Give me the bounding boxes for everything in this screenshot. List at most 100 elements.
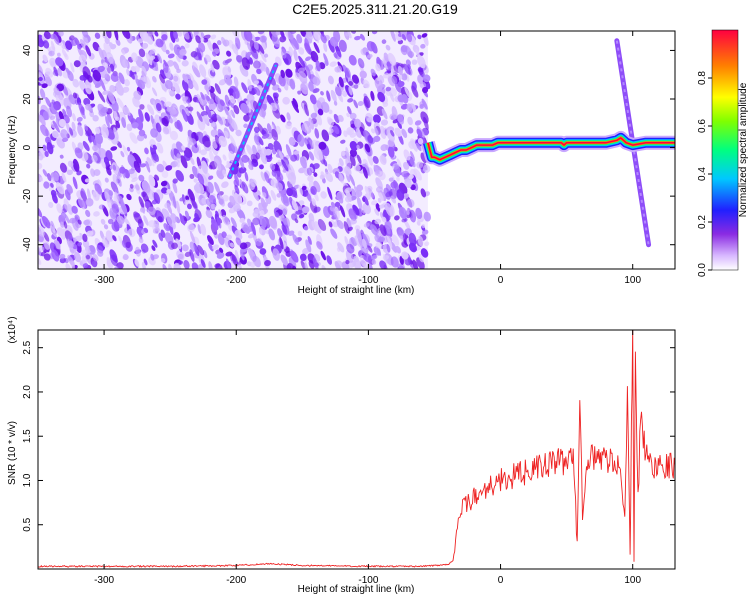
- noise-speckle: [211, 244, 219, 250]
- noise-speckle: [338, 39, 347, 53]
- noise-speckle: [155, 131, 162, 143]
- y-tick-label: 2.0: [22, 385, 33, 399]
- noise-speckle: [407, 127, 414, 134]
- noise-speckle: [92, 41, 100, 52]
- noise-speckle: [78, 102, 85, 116]
- noise-speckle: [386, 227, 391, 235]
- noise-speckle: [145, 52, 153, 66]
- noise-speckle: [236, 55, 243, 63]
- noise-speckle: [151, 151, 160, 162]
- noise-speckle: [196, 48, 202, 61]
- noise-speckle: [373, 135, 381, 143]
- noise-speckle: [328, 40, 335, 53]
- noise-speckle: [338, 76, 344, 88]
- noise-speckle: [398, 206, 407, 220]
- noise-speckle: [310, 50, 319, 63]
- noise-speckle: [264, 172, 270, 184]
- noise-speckle: [293, 49, 298, 62]
- noise-speckle: [349, 218, 358, 225]
- noise-speckle: [294, 72, 301, 80]
- noise-speckle: [363, 253, 372, 263]
- noise-speckle: [205, 209, 213, 219]
- noise-speckle: [179, 213, 186, 226]
- noise-speckle: [418, 68, 424, 75]
- noise-speckle: [202, 135, 211, 148]
- noise-speckle: [169, 130, 179, 141]
- colorbar-tick-label: 0.0: [697, 263, 708, 277]
- noise-speckle: [299, 156, 307, 169]
- noise-speckle: [337, 242, 345, 253]
- noise-speckle: [379, 260, 387, 269]
- noise-speckle: [204, 93, 212, 105]
- noise-speckle: [176, 31, 183, 37]
- noise-speckle: [150, 159, 155, 167]
- noise-speckle: [185, 107, 190, 117]
- noise-speckle: [126, 68, 130, 76]
- noise-speckle: [85, 45, 92, 57]
- noise-speckle: [83, 219, 91, 226]
- noise-speckle: [165, 165, 173, 171]
- noise-speckle: [152, 144, 157, 150]
- noise-speckle: [143, 227, 149, 234]
- noise-speckle: [152, 227, 161, 234]
- noise-speckle: [38, 224, 45, 237]
- noise-speckle: [333, 31, 341, 43]
- noise-speckle: [73, 60, 81, 68]
- noise-speckle: [291, 100, 300, 113]
- spectrogram-image: [38, 31, 675, 269]
- noise-speckle: [370, 128, 376, 134]
- chart-title: C2E5.2025.311.21.20.G19: [292, 1, 458, 17]
- noise-speckle: [375, 63, 381, 72]
- noise-speckle: [172, 181, 178, 194]
- noise-speckle: [344, 166, 352, 177]
- noise-speckle: [262, 192, 267, 198]
- noise-speckle: [272, 84, 280, 91]
- noise-speckle: [411, 59, 418, 65]
- noise-speckle: [386, 235, 393, 248]
- noise-speckle: [131, 177, 139, 183]
- noise-speckle: [270, 178, 278, 188]
- snr-frame: [37, 329, 676, 570]
- noise-speckle: [183, 259, 190, 269]
- noise-speckle: [381, 153, 387, 164]
- colorbar-axes: 0.0 0.2 0.4 0.6 0.8: [697, 71, 712, 277]
- noise-speckle: [92, 115, 99, 122]
- noise-speckle: [184, 43, 190, 49]
- noise-speckle: [419, 81, 427, 89]
- noise-speckle: [197, 173, 205, 185]
- noise-speckle: [156, 102, 162, 112]
- noise-speckle: [119, 166, 126, 174]
- noise-speckle: [140, 163, 147, 168]
- noise-speckle: [335, 86, 342, 97]
- noise-speckle: [97, 249, 104, 257]
- noise-speckle: [415, 207, 423, 220]
- noise-speckle: [403, 161, 410, 170]
- noise-speckle: [173, 231, 181, 242]
- noise-speckle: [149, 48, 156, 54]
- noise-speckle: [276, 192, 282, 198]
- noise-speckle: [258, 107, 267, 118]
- noise-speckle: [163, 101, 172, 107]
- noise-speckle: [340, 139, 346, 144]
- x-tick-label: -300: [94, 275, 114, 286]
- noise-speckle: [160, 257, 166, 263]
- noise-speckle: [168, 223, 174, 235]
- noise-speckle: [390, 31, 396, 42]
- noise-speckle: [124, 79, 130, 87]
- noise-speckle: [162, 127, 170, 135]
- noise-speckle: [90, 168, 96, 177]
- noise-speckle: [127, 228, 136, 238]
- noise-speckle: [403, 149, 411, 161]
- noise-speckle: [257, 43, 265, 54]
- noise-speckle: [161, 34, 168, 41]
- noise-speckle: [206, 181, 214, 194]
- noise-speckle: [317, 218, 327, 231]
- noise-speckle: [407, 116, 413, 126]
- noise-speckle: [66, 183, 73, 194]
- noise-speckle: [74, 235, 82, 242]
- noise-speckle: [43, 181, 50, 189]
- noise-speckle: [390, 129, 395, 137]
- noise-speckle: [195, 131, 201, 137]
- noise-speckle: [92, 145, 98, 152]
- noise-speckle: [310, 112, 318, 119]
